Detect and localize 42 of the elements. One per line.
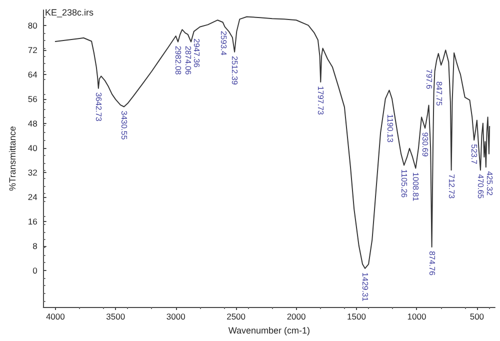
y-tick-label: 48 bbox=[28, 118, 38, 128]
annotation: 2947.36 bbox=[192, 38, 202, 68]
annotation: 930.69 bbox=[420, 132, 430, 158]
y-tick-label: 32 bbox=[28, 167, 38, 178]
annotation: 2982.08 bbox=[173, 46, 182, 76]
annotation: 1190.13 bbox=[385, 114, 394, 143]
y-tick-label: 80 bbox=[28, 20, 38, 30]
annotation: 2874.06 bbox=[184, 46, 193, 76]
x-axis-title: Wavenumber (cm-1) bbox=[228, 325, 310, 336]
annotation: 874.76 bbox=[427, 250, 436, 276]
annotation: 797.6 bbox=[424, 69, 434, 90]
annotation: 1105.26 bbox=[400, 169, 409, 198]
annotation: 3430.55 bbox=[119, 110, 128, 140]
annotation: 523.7 bbox=[470, 144, 479, 165]
annotation: 2593.4 bbox=[218, 30, 228, 56]
y-tick-label: 8 bbox=[32, 240, 38, 251]
x-tick-label: 500 bbox=[470, 312, 484, 322]
annotation: 1429.31 bbox=[360, 272, 370, 302]
annotation: 1008.81 bbox=[411, 172, 420, 202]
x-tick-label: 4000 bbox=[46, 312, 66, 322]
annotation: 3642.73 bbox=[94, 92, 103, 122]
annotation: 847.75 bbox=[434, 81, 444, 106]
annotation: 712.73 bbox=[446, 174, 456, 200]
y-tick-label: 0 bbox=[32, 265, 38, 276]
x-tick-label: 2000 bbox=[286, 312, 306, 322]
annotation: 2512.39 bbox=[230, 56, 240, 86]
y-tick-label: 24 bbox=[28, 192, 38, 202]
y-tick-label: 16 bbox=[28, 216, 38, 226]
annotation: 425.32 bbox=[484, 171, 494, 196]
x-tick-label: 3000 bbox=[166, 312, 186, 322]
x-tick-label: 1500 bbox=[347, 312, 366, 322]
x-tick-label: 1000 bbox=[407, 312, 426, 322]
x-tick-label: 3500 bbox=[106, 312, 126, 322]
y-tick-label: 56 bbox=[28, 94, 38, 104]
chart-title: KE_238c.irs bbox=[45, 8, 94, 18]
y-tick-label: 72 bbox=[28, 44, 38, 55]
annotation: 470.65 bbox=[476, 174, 485, 200]
y-tick-label: 64 bbox=[28, 69, 38, 80]
annotation: 1797.73 bbox=[316, 86, 326, 116]
x-tick-label: 2500 bbox=[226, 312, 246, 322]
y-tick-label: 40 bbox=[28, 142, 38, 153]
y-axis-title: %Transmittance bbox=[8, 126, 18, 191]
